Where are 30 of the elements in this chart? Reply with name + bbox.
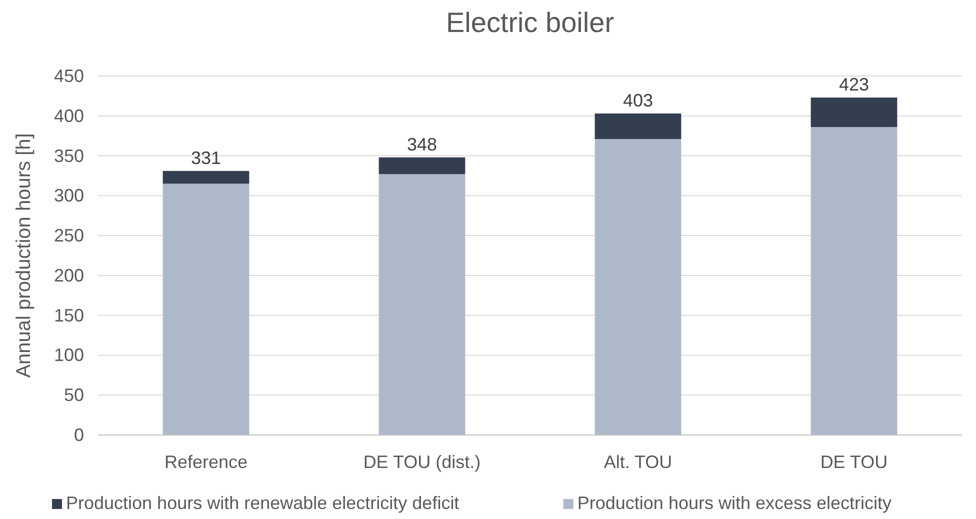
- y-tick-label: 300: [54, 186, 84, 206]
- y-tick-label: 50: [64, 385, 84, 406]
- legend-label: Production hours with renewable electricity deficit: [66, 493, 460, 513]
- chart-title: Electric boiler: [446, 7, 614, 38]
- y-axis-title: Annual production hours [h]: [13, 133, 35, 378]
- bar: [162, 184, 250, 435]
- x-tick-label: Alt. TOU: [604, 452, 672, 472]
- total-label: 423: [838, 74, 870, 95]
- y-tick-label: 450: [54, 66, 84, 86]
- x-tick-label: DE TOU: [820, 452, 888, 472]
- bar: [810, 127, 898, 435]
- y-tick-label: 150: [54, 305, 84, 326]
- y-tick-label: 250: [54, 226, 84, 246]
- x-tick-label: Reference: [164, 452, 248, 472]
- bar: [594, 139, 682, 435]
- bar: [162, 170, 250, 184]
- y-tick-label: 400: [54, 106, 84, 126]
- y-tick-label: 350: [54, 146, 84, 166]
- legend-label: Production hours with excess electricity: [577, 493, 892, 513]
- bar: [594, 113, 682, 140]
- bar: [378, 157, 466, 174]
- total-label: 348: [406, 134, 438, 154]
- y-tick-label: 100: [54, 345, 84, 366]
- total-label: 403: [622, 90, 654, 110]
- y-tick-label: 200: [54, 265, 84, 286]
- y-tick-label: 0: [74, 425, 84, 445]
- bar: [378, 174, 466, 435]
- bar: [810, 98, 898, 128]
- total-label: 331: [190, 148, 222, 168]
- x-tick-label: DE TOU (dist.): [363, 452, 481, 472]
